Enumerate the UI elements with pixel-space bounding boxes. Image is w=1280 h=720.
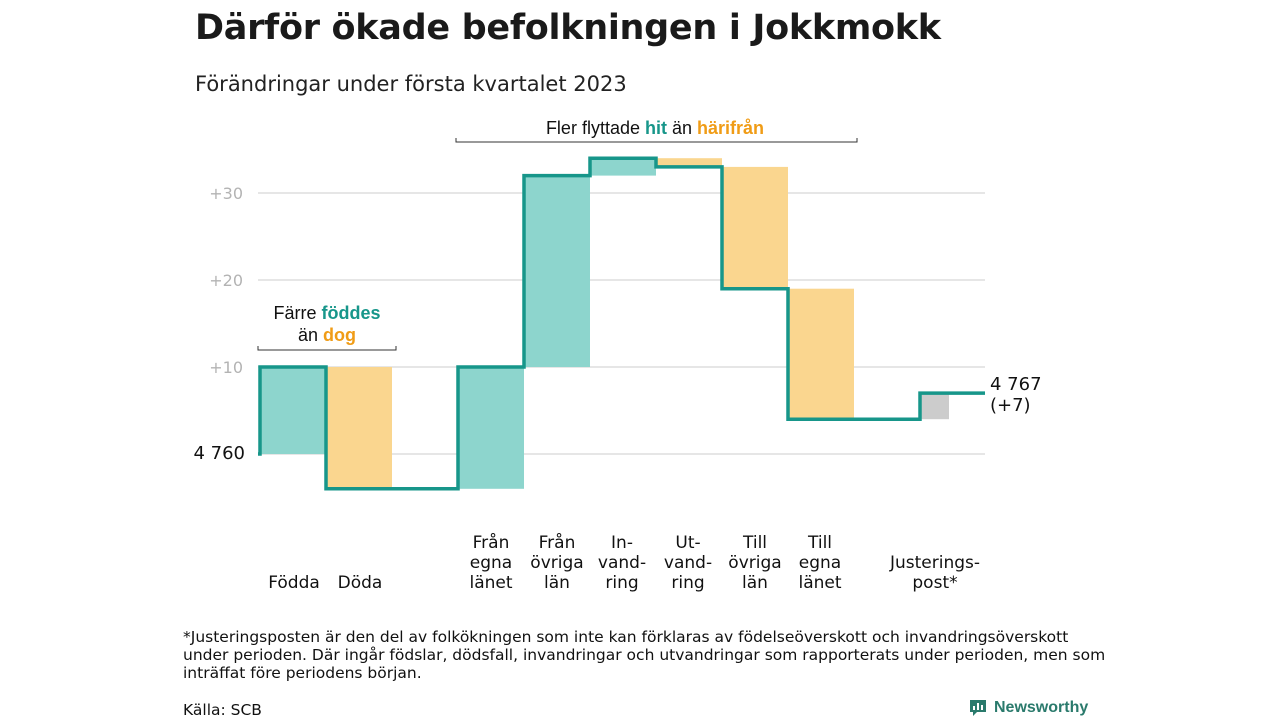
annotation-bracket [257,346,397,351]
annotation-text-part: än [667,118,697,138]
category-label: vand- [664,553,712,573]
category-label: län [742,573,768,593]
y-tick-label: +20 [209,271,243,290]
category-label: ring [671,573,704,593]
bars [260,158,949,489]
category-label: Döda [338,573,383,593]
category-label: länet [469,573,512,593]
bar [656,158,722,167]
cumulative-line-path [258,156,985,491]
end-value-label: 4 767 [990,374,1042,395]
bar [524,175,590,367]
category-label: vand- [598,553,646,573]
category-label: ring [605,573,638,593]
footnote: *Justeringsposten är den del av folkökni… [183,628,1106,682]
category-label: post* [912,573,957,593]
cumulative-line [258,156,985,491]
bar [590,158,656,176]
category-label: Ut- [675,533,700,553]
end-change-label: (+7) [990,395,1031,416]
category-label: In- [611,533,633,553]
y-tick-label: +10 [209,358,243,377]
chart-subtitle: Förändringar under första kvartalet 2023 [195,72,627,96]
annotation-text-part: härifrån [697,118,764,138]
category-label: Till [807,533,832,553]
bar [722,166,788,289]
bar [788,288,854,420]
bar [458,367,524,489]
annotation-births-line1: Färre föddes [273,303,380,323]
category-label: Från [473,532,510,553]
annotation-bracket [455,138,858,143]
chart-title: Därför ökade befolkningen i Jokkmokk [195,8,941,48]
category-label: Till [742,533,767,553]
annotation-text-part: hit [645,118,667,138]
category-label: Justerings- [889,553,980,573]
category-label: egna [799,553,841,573]
category-label: övriga [530,553,583,573]
bar [260,367,326,454]
category-label: Från [539,532,576,553]
category-label: Födda [268,573,320,593]
annotation-text-part: dog [323,325,356,345]
bar [920,393,949,420]
category-label: länet [798,573,841,593]
annotation-text-part: föddes [322,303,381,323]
newsworthy-logo: Newsworthy [968,697,1088,719]
category-label: övriga [728,553,781,573]
annotation-moves-line: Fler flyttade hit än härifrån [546,118,764,138]
annotation-text-part: Färre [273,303,321,323]
source-label: Källa: SCB [183,701,262,719]
annotation-text-part: Fler flyttade [546,118,645,138]
logo-text: Newsworthy [994,699,1089,716]
y-tick-label: +30 [209,184,243,203]
annotation-births-line2: än dog [298,325,356,345]
y-axis-ticks: +10 +20 +30 [209,184,243,377]
start-value-label: 4 760 [193,443,245,464]
annotation-text-part: än [298,325,323,345]
bar [326,367,392,489]
category-label: egna [470,553,512,573]
newsworthy-bar-chart-icon [970,700,986,716]
category-label: län [544,573,570,593]
